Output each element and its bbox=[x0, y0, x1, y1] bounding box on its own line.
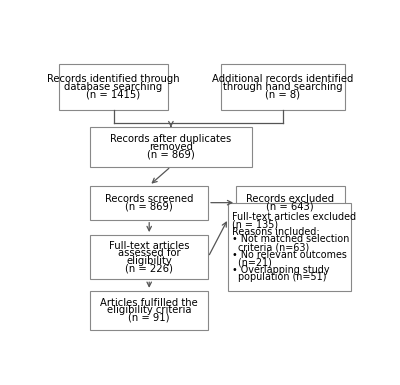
Text: Reasons included:: Reasons included: bbox=[232, 227, 320, 237]
Text: Records screened: Records screened bbox=[105, 194, 194, 204]
Text: Full-text articles: Full-text articles bbox=[109, 241, 190, 251]
FancyBboxPatch shape bbox=[236, 186, 344, 220]
Text: • Not matched selection: • Not matched selection bbox=[232, 234, 350, 244]
Text: Records identified through: Records identified through bbox=[47, 74, 180, 84]
Text: (n = 135): (n = 135) bbox=[232, 219, 278, 229]
Text: (n = 869): (n = 869) bbox=[147, 149, 195, 159]
FancyBboxPatch shape bbox=[59, 64, 168, 110]
Text: • No relevant outcomes: • No relevant outcomes bbox=[232, 249, 347, 259]
Text: eligibility criteria: eligibility criteria bbox=[107, 305, 192, 315]
Text: (n = 869): (n = 869) bbox=[125, 201, 173, 211]
Text: • Overlapping study: • Overlapping study bbox=[232, 265, 330, 275]
FancyBboxPatch shape bbox=[90, 235, 208, 279]
Text: assessed for: assessed for bbox=[118, 248, 180, 258]
Text: (n = 643): (n = 643) bbox=[266, 201, 314, 211]
Text: (n = 1415): (n = 1415) bbox=[86, 89, 141, 99]
Text: Records excluded: Records excluded bbox=[246, 194, 334, 204]
Text: removed: removed bbox=[149, 142, 193, 152]
Text: (n = 226): (n = 226) bbox=[125, 264, 173, 273]
Text: criteria (n=63): criteria (n=63) bbox=[232, 242, 310, 252]
Text: Articles fulfilled the: Articles fulfilled the bbox=[100, 298, 198, 308]
Text: database searching: database searching bbox=[64, 82, 163, 92]
Text: Additional records identified: Additional records identified bbox=[212, 74, 353, 84]
Text: through hand searching: through hand searching bbox=[223, 82, 342, 92]
FancyBboxPatch shape bbox=[90, 186, 208, 220]
Text: (n=21): (n=21) bbox=[232, 257, 272, 267]
Text: population (n=51): population (n=51) bbox=[232, 273, 327, 283]
FancyBboxPatch shape bbox=[220, 64, 344, 110]
Text: (n = 8): (n = 8) bbox=[265, 89, 300, 99]
Text: Full-text articles excluded: Full-text articles excluded bbox=[232, 212, 356, 222]
Text: eligibility: eligibility bbox=[126, 256, 172, 266]
FancyBboxPatch shape bbox=[228, 203, 351, 291]
Text: (n = 91): (n = 91) bbox=[128, 313, 170, 323]
FancyBboxPatch shape bbox=[90, 127, 252, 167]
FancyBboxPatch shape bbox=[90, 291, 208, 330]
Text: Records after duplicates: Records after duplicates bbox=[110, 134, 232, 144]
